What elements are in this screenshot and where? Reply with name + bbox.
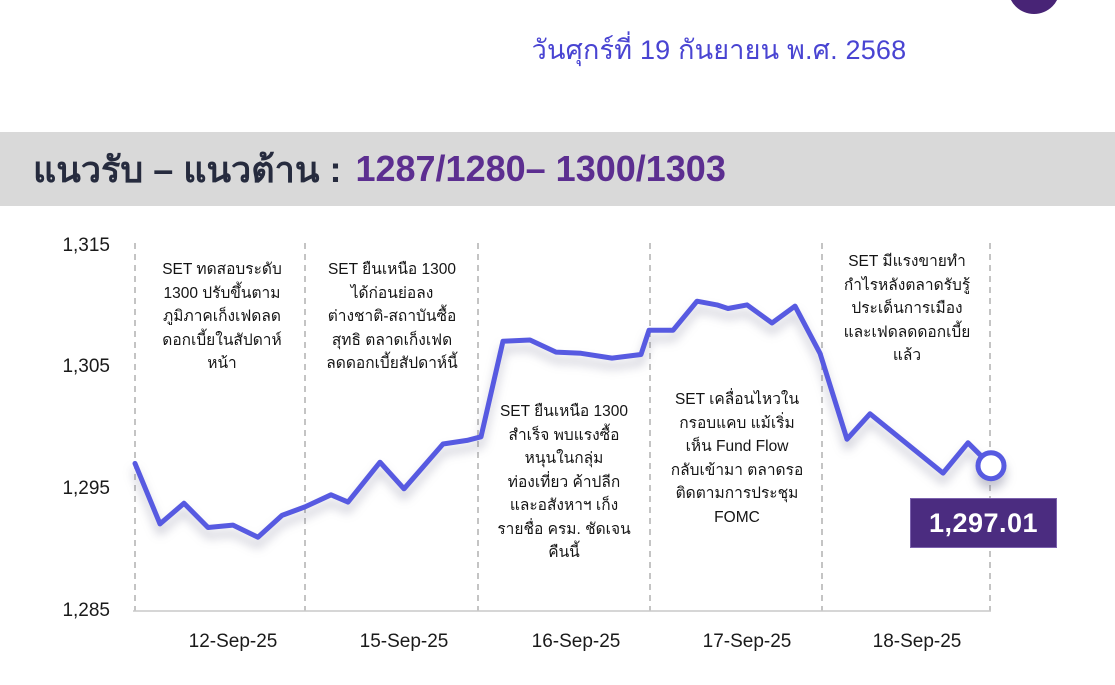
y-axis-tick: 1,315 bbox=[62, 235, 110, 256]
set-index-price-line bbox=[132, 298, 994, 540]
last-price-badge: 1,297.01 bbox=[910, 498, 1057, 548]
y-axis-tick: 1,305 bbox=[62, 356, 110, 377]
support-resistance-label: แนวรับ – แนวต้าน : bbox=[33, 148, 342, 190]
x-axis-tick: 18-Sep-25 bbox=[872, 631, 962, 652]
date-heading: วันศุกร์ที่ 19 กันยายน พ.ศ. 2568 bbox=[531, 35, 907, 65]
annotation-17-sep: SET เคลื่อนไหวใน กรอบแคบ แม้เริ่ม เห็น F… bbox=[670, 391, 804, 526]
annotation-15-sep: SET ยืนเหนือ 1300 ได้ก่อนย่อลง ต่างชาติ-… bbox=[326, 261, 458, 373]
annotation-12-sep: SET ทดสอบระดับ 1300 ปรับขึ้นตาม ภูมิภาคเ… bbox=[162, 261, 282, 373]
support-resistance-bar: แนวรับ – แนวต้าน : 1287/1280– 1300/1303 bbox=[0, 132, 1115, 206]
annotation-18-sep: SET มีแรงขายทำ กำไรหลังตลาดรับรู้ ประเด็… bbox=[843, 253, 971, 365]
x-axis-tick: 16-Sep-25 bbox=[531, 631, 621, 652]
set-index-line-chart bbox=[132, 243, 1007, 612]
x-axis-tick: 15-Sep-25 bbox=[359, 631, 449, 652]
y-axis-tick: 1,285 bbox=[62, 600, 110, 621]
support-resistance-values: 1287/1280– 1300/1303 bbox=[355, 148, 726, 189]
annotation-16-sep: SET ยืนเหนือ 1300 สำเร็จ พบแรงซื้อ หนุนใ… bbox=[497, 403, 631, 562]
last-price-marker bbox=[975, 450, 1007, 482]
y-axis-tick: 1,295 bbox=[62, 478, 110, 499]
x-axis-tick: 17-Sep-25 bbox=[702, 631, 792, 652]
brand-circle-icon bbox=[1008, 0, 1060, 14]
x-axis-tick: 12-Sep-25 bbox=[188, 631, 278, 652]
